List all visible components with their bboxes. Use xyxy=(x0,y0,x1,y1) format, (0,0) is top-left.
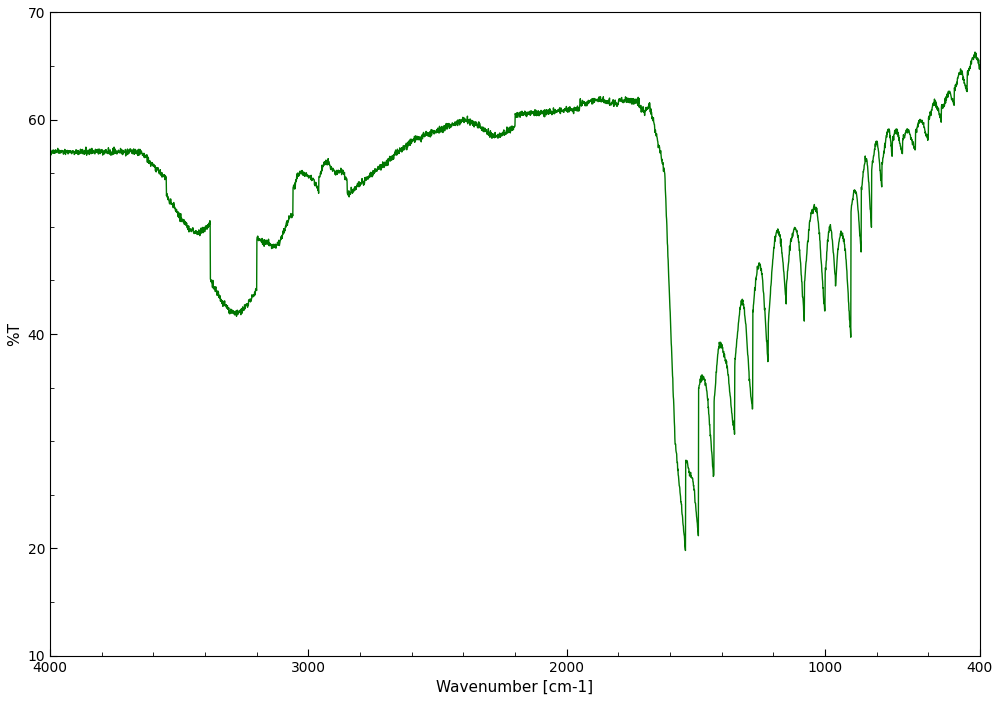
X-axis label: Wavenumber [cm-1]: Wavenumber [cm-1] xyxy=(436,680,594,695)
Y-axis label: %T: %T xyxy=(7,322,22,346)
